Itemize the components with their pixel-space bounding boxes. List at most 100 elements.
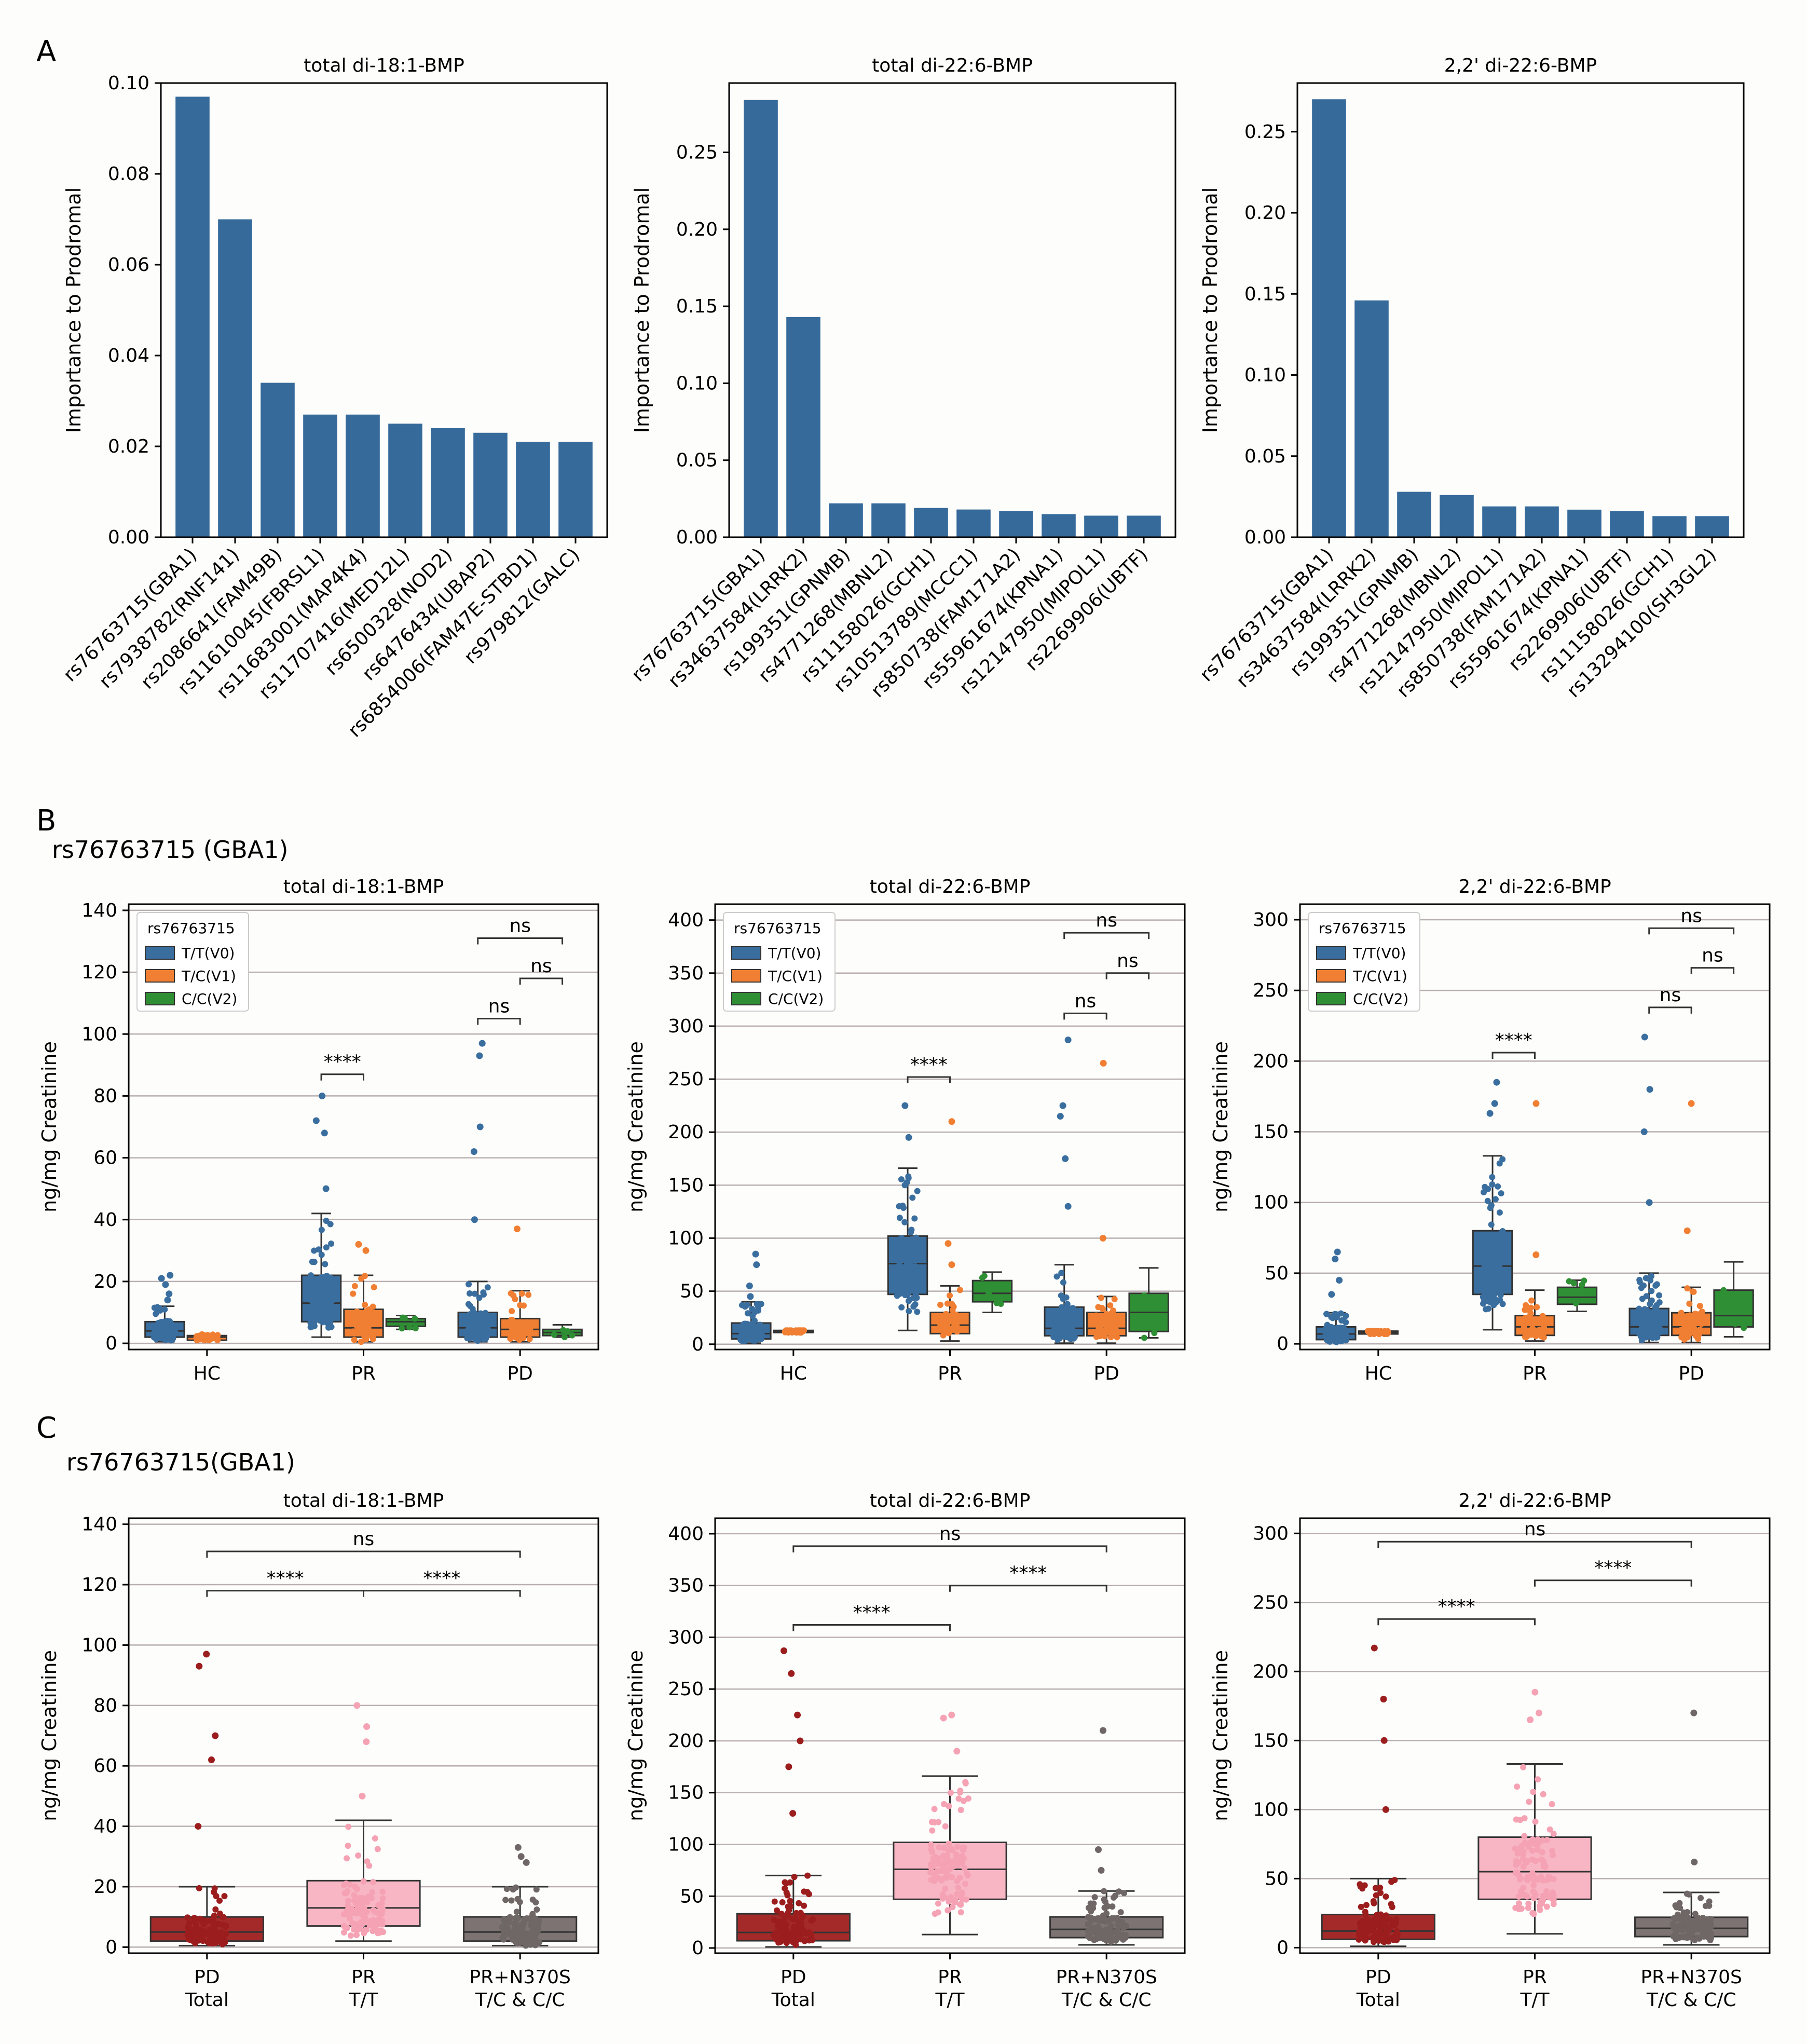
data-point — [503, 1886, 510, 1892]
data-point — [1481, 1247, 1488, 1253]
data-point — [513, 1909, 520, 1915]
data-point — [804, 1872, 811, 1879]
data-point — [1741, 1325, 1747, 1331]
data-point — [1480, 1300, 1487, 1307]
data-point — [1491, 1291, 1498, 1298]
data-point — [313, 1302, 320, 1309]
data-point — [796, 1900, 802, 1906]
x-tick-label: T/C & C/C — [475, 1990, 565, 2011]
outlier-point — [1486, 1110, 1494, 1117]
box-hc-tc — [186, 1331, 228, 1344]
data-point — [894, 1292, 900, 1299]
data-point — [1090, 1905, 1097, 1912]
data-point — [191, 1917, 198, 1924]
legend-swatch — [731, 946, 761, 960]
legend: rs76763715 T/T(V0) T/C(V1) C/C(V2) — [723, 912, 836, 1012]
data-point — [1656, 1292, 1663, 1299]
data-point — [912, 1291, 919, 1298]
data-point — [1524, 1877, 1531, 1884]
data-point — [1489, 1174, 1496, 1180]
data-point — [219, 1941, 226, 1947]
bar — [1695, 516, 1729, 537]
data-point — [1500, 1243, 1507, 1249]
y-tick-label: 150 — [668, 1175, 704, 1196]
significance-label: ns — [509, 916, 531, 937]
axes-frame — [714, 903, 1186, 1351]
outlier-point — [789, 1810, 797, 1817]
data-point — [159, 1323, 166, 1329]
outlier-point — [1099, 1235, 1106, 1242]
data-point — [751, 1317, 758, 1324]
data-point — [379, 1928, 386, 1934]
data-point — [954, 1844, 961, 1850]
data-point — [467, 1311, 473, 1318]
plot-title: total di-22:6-BMP — [872, 55, 1033, 76]
data-point — [374, 1846, 381, 1852]
box-pr-tt — [300, 1092, 342, 1338]
box-group-0 — [1321, 1644, 1435, 1947]
charts: 0.00 0.02 0.04 0.06 0.08 0.10 total di-18:1-BM… — [38, 55, 1771, 2011]
data-point — [309, 1258, 316, 1265]
data-point — [1141, 1334, 1147, 1341]
outlier-point — [164, 1297, 171, 1304]
legend-box — [723, 912, 836, 1012]
data-point — [942, 1823, 949, 1830]
significance-bracket: **** — [949, 1563, 1107, 1592]
y-tick-label: 140 — [81, 900, 117, 921]
outlier-point — [1382, 1806, 1389, 1813]
data-point — [364, 1858, 371, 1865]
data-point — [928, 1842, 935, 1848]
data-point — [466, 1334, 473, 1341]
data-point — [1515, 1893, 1522, 1900]
y-tick-label: 200 — [668, 1730, 704, 1752]
data-point — [1363, 1902, 1370, 1909]
y-tick-label: 150 — [1253, 1730, 1289, 1751]
data-point — [1692, 1332, 1699, 1339]
data-point — [896, 1265, 902, 1272]
bracket-line — [949, 1585, 1107, 1592]
data-point — [941, 1894, 948, 1901]
data-point — [216, 1897, 223, 1904]
axes-frame — [160, 82, 608, 538]
data-point — [946, 1841, 952, 1847]
data-point — [322, 1261, 328, 1268]
data-point — [914, 1309, 921, 1315]
data-point — [1644, 1331, 1650, 1338]
chart-a2: 0.00 0.05 0.10 0.15 0.20 0.25 total di-22:6-BM… — [627, 55, 1176, 702]
data-point — [193, 1334, 200, 1341]
data-point — [801, 1327, 807, 1334]
y-tick-label: 80 — [93, 1695, 117, 1716]
box-group-1 — [1477, 1688, 1592, 1935]
data-point — [1678, 1334, 1685, 1341]
data-point — [1053, 1273, 1060, 1280]
data-point — [1525, 1900, 1532, 1907]
data-point — [318, 1251, 325, 1258]
bracket-line — [320, 1073, 364, 1081]
data-point — [1481, 1189, 1487, 1195]
data-point — [1389, 1904, 1395, 1911]
data-point — [810, 1916, 816, 1923]
legend-label: T/C(V1) — [1352, 968, 1407, 985]
data-point — [521, 1302, 527, 1309]
data-point — [358, 1339, 364, 1345]
outlier-point — [944, 1240, 952, 1247]
data-point — [908, 1265, 914, 1272]
data-point — [1055, 1333, 1061, 1340]
data-point — [1499, 1228, 1506, 1234]
data-point — [1512, 1904, 1519, 1911]
data-point — [509, 1325, 515, 1331]
data-point — [1492, 1196, 1499, 1203]
bar — [516, 442, 550, 537]
bracket-line — [907, 1076, 951, 1083]
data-point — [477, 1310, 484, 1317]
data-point — [187, 1930, 194, 1937]
data-point — [911, 1257, 918, 1263]
data-point — [1519, 1842, 1526, 1849]
chart-b2: 0 50 100 150 200 250 300 350 400 total di-22:6-BM… — [624, 876, 1186, 1384]
box-group-1 — [306, 1702, 421, 1942]
data-point — [793, 1910, 800, 1916]
data-point — [347, 1932, 354, 1939]
box-pd-tc — [1086, 1059, 1127, 1344]
data-point — [950, 1863, 956, 1870]
outlier-point — [1380, 1696, 1387, 1703]
